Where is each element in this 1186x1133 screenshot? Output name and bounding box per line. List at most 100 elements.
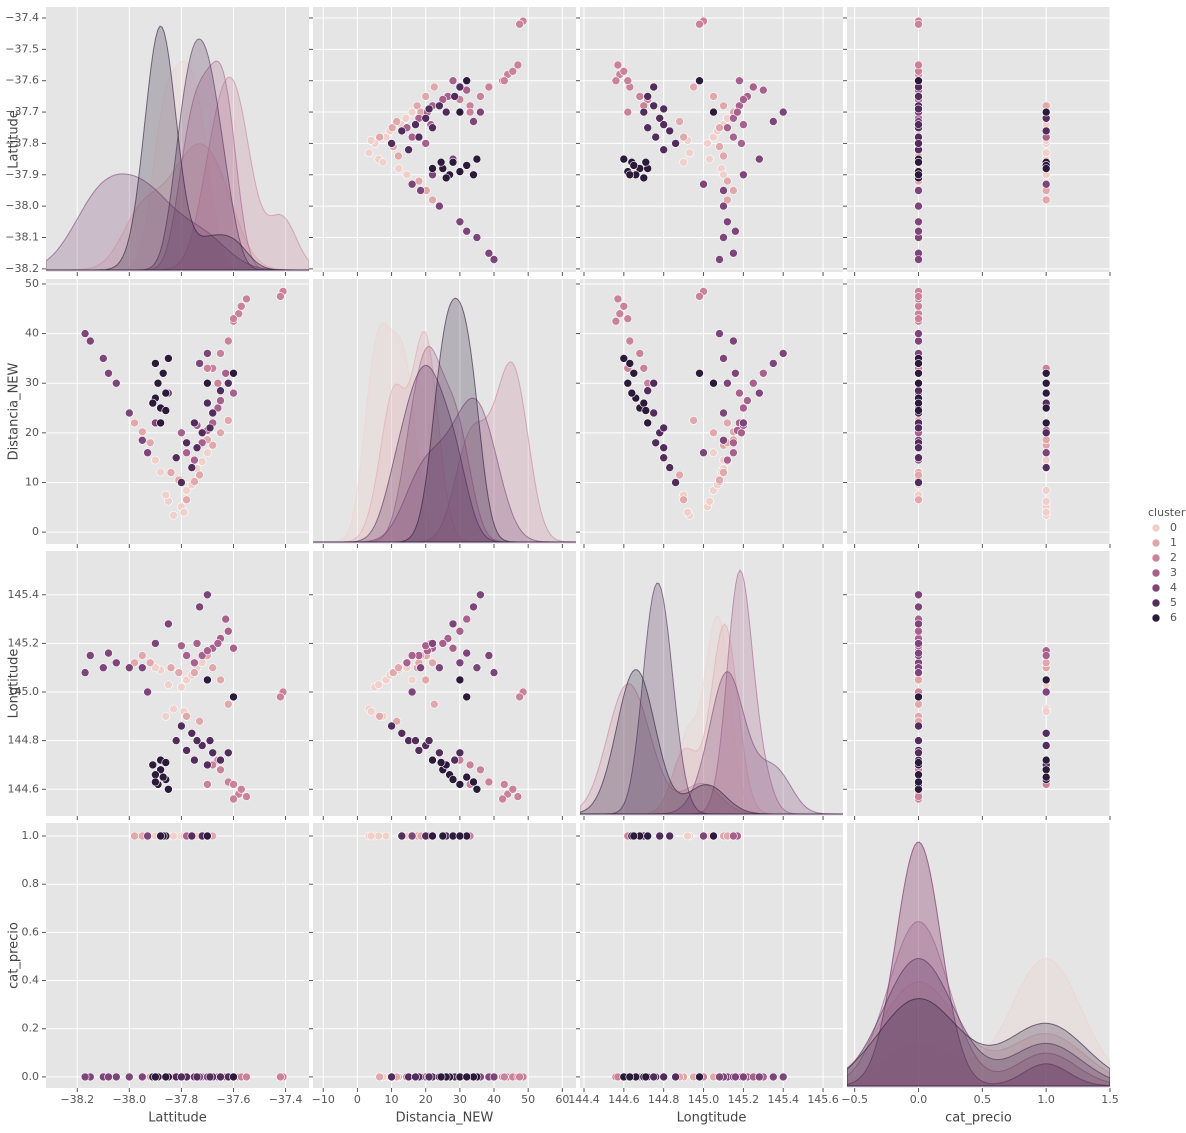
x-tick-label: 144.6 <box>608 1093 640 1106</box>
x-tick-label: −38.0 <box>112 1093 146 1106</box>
scatter-point <box>498 794 507 804</box>
scatter-point <box>649 101 659 111</box>
scatter-point <box>99 354 108 363</box>
scatter-point <box>143 687 152 697</box>
scatter-point <box>203 363 212 373</box>
scatter-point <box>1041 507 1051 517</box>
scatter-point <box>224 748 233 758</box>
scatter-point <box>679 157 688 167</box>
scatter-point <box>1041 707 1051 716</box>
scatter-point <box>441 107 451 117</box>
scatter-point <box>428 123 437 132</box>
scatter-point <box>508 67 518 76</box>
scatter-point <box>462 614 472 624</box>
scatter-point <box>643 831 653 841</box>
scatter-point <box>161 406 171 415</box>
scatter-point <box>472 233 482 242</box>
scatter-point <box>364 148 374 158</box>
scatter-point <box>715 1072 724 1082</box>
scatter-point <box>407 179 417 189</box>
scatter-point <box>719 408 728 418</box>
scatter-point <box>229 1072 238 1082</box>
scatter-point <box>489 668 499 677</box>
y-tick-label: −37.7 <box>5 105 39 118</box>
scatter-point <box>1041 455 1051 465</box>
scatter-point <box>276 1072 285 1082</box>
panel <box>46 551 309 816</box>
scatter-point <box>428 195 437 205</box>
scatter-point <box>719 170 728 180</box>
scatter-point <box>703 139 712 148</box>
scatter-point <box>216 755 225 765</box>
scatter-point <box>1041 448 1051 458</box>
panel-background <box>847 7 1110 272</box>
scatter-point <box>719 354 728 363</box>
scatter-point <box>438 639 448 648</box>
scatter-point <box>914 336 923 346</box>
scatter-point <box>914 398 923 408</box>
x-tick-label: 1.0 <box>1037 1093 1055 1106</box>
scatter-point <box>515 692 524 702</box>
scatter-point <box>629 161 639 170</box>
scatter-point <box>611 316 621 326</box>
scatter-point <box>914 784 923 794</box>
scatter-point <box>208 663 217 673</box>
scatter-point <box>729 438 738 448</box>
scatter-point <box>435 201 444 211</box>
scatter-point <box>195 359 204 368</box>
panel-background <box>313 279 576 544</box>
scatter-point <box>197 457 207 466</box>
scatter-point <box>709 428 718 438</box>
scatter-point <box>1041 675 1051 685</box>
kde-area <box>847 958 1110 1087</box>
scatter-point <box>629 831 639 841</box>
scatter-point <box>758 368 768 378</box>
scatter-point <box>151 1072 160 1082</box>
scatter-point <box>177 682 186 692</box>
scatter-point <box>1041 126 1051 136</box>
scatter-point <box>914 92 923 101</box>
panel <box>46 7 309 272</box>
scatter-point <box>411 120 420 129</box>
scatter-point <box>276 692 285 702</box>
scatter-point <box>635 349 645 358</box>
scatter-point <box>489 1072 499 1082</box>
scatter-point <box>156 467 165 477</box>
scatter-point <box>914 478 923 487</box>
scatter-point <box>195 470 204 480</box>
kde-area <box>313 297 576 543</box>
scatter-point <box>731 1072 740 1082</box>
scatter-point <box>455 748 465 758</box>
scatter-point <box>205 1072 215 1082</box>
scatter-point <box>428 831 437 841</box>
scatter-point <box>450 755 460 765</box>
scatter-point <box>125 1072 134 1082</box>
scatter-point <box>1041 403 1051 413</box>
y-tick-label: 40 <box>25 327 39 340</box>
scatter-point <box>1041 755 1051 765</box>
y-tick-label: 1.0 <box>22 829 40 842</box>
y-tick-label: 0 <box>32 525 39 538</box>
x-tick-label: −0.5 <box>841 1093 868 1106</box>
scatter-point <box>462 226 472 236</box>
scatter-point <box>659 104 669 114</box>
scatter-point <box>508 784 518 794</box>
panel-background <box>46 551 309 816</box>
x-tick-label: −38.2 <box>60 1093 94 1106</box>
scatter-point <box>455 658 465 668</box>
scatter-point <box>448 76 458 85</box>
scatter-point <box>476 765 485 775</box>
scatter-point <box>407 687 417 697</box>
scatter-point <box>448 619 458 629</box>
scatter-point <box>1041 418 1051 428</box>
scatter-point <box>723 378 732 388</box>
scatter-point <box>679 495 688 505</box>
scatter-point <box>914 60 923 70</box>
scatter-point <box>914 792 923 801</box>
scatter-point <box>715 255 724 264</box>
y-tick-label: −37.6 <box>5 74 39 87</box>
scatter-point <box>169 704 178 714</box>
scatter-point <box>197 438 207 448</box>
scatter-point <box>625 170 635 180</box>
